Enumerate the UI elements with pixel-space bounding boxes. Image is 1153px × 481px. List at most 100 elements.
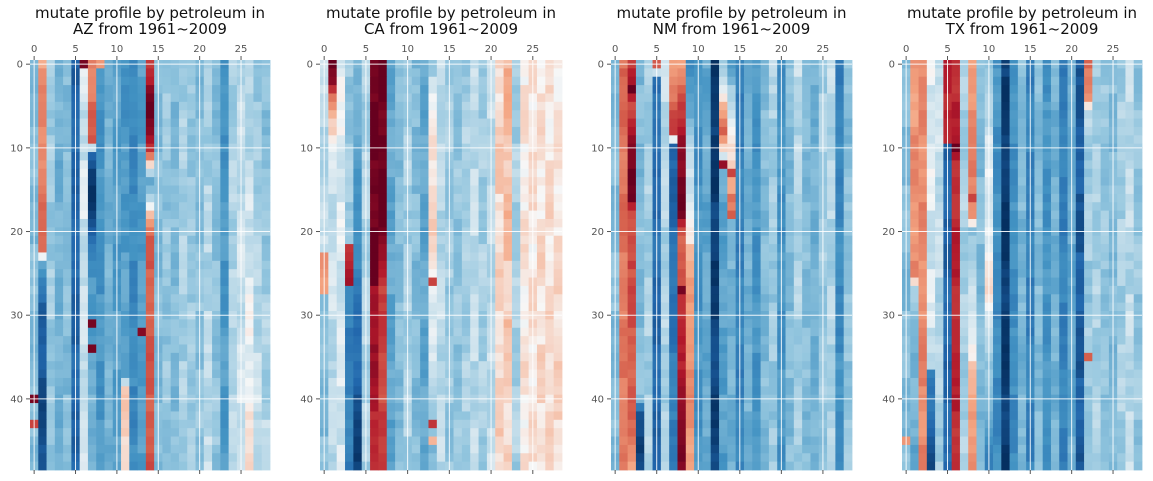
heatmap-cell (436, 428, 446, 437)
heatmap-cell (760, 352, 770, 362)
heatmap-cell (760, 193, 770, 203)
heatmap-cell (453, 419, 463, 429)
heatmap-cell (719, 185, 728, 195)
heatmap-cell (719, 277, 728, 287)
heatmap-cell (170, 260, 180, 270)
heatmap-cell (793, 386, 803, 396)
heatmap-cell (619, 428, 629, 437)
heatmap-cell (96, 93, 105, 103)
heatmap-cell (470, 135, 479, 145)
heatmap-cell (378, 68, 388, 78)
heatmap-cell (752, 235, 761, 245)
heatmap-cell (104, 453, 114, 463)
heatmap-cell (727, 76, 737, 86)
y-tick-label: 0 (598, 60, 604, 71)
heatmap-cell (212, 461, 221, 471)
heatmap-cell (644, 319, 653, 329)
heatmap-cell (495, 428, 504, 437)
heatmap-cell (760, 269, 770, 278)
heatmap-cell (129, 444, 138, 454)
heatmap-cell (145, 135, 155, 145)
heatmap-cell (478, 68, 488, 78)
heatmap-cell (810, 252, 820, 262)
heatmap-cell (677, 302, 687, 312)
heatmap-cell (212, 160, 221, 170)
heatmap-cell (212, 68, 221, 78)
heatmap-cell (63, 352, 72, 362)
heatmap-cell (1034, 76, 1044, 86)
heatmap-cell (228, 344, 238, 354)
heatmap-cell (46, 252, 56, 262)
heatmap-cell (503, 327, 513, 337)
heatmap-cell (660, 152, 670, 161)
heatmap-cell (87, 260, 97, 270)
heatmap-cell (395, 168, 404, 178)
heatmap-cell (170, 152, 180, 161)
heatmap-cell (345, 377, 354, 387)
heatmap-cell (38, 294, 47, 304)
heatmap-cell (436, 285, 446, 295)
heatmap-cell (386, 244, 396, 253)
heatmap-cell (453, 235, 463, 245)
heatmap-cell (436, 411, 446, 421)
heatmap-cell (677, 85, 687, 94)
heatmap-cell (420, 76, 429, 86)
heatmap-cell (727, 160, 737, 170)
heatmap-cell (827, 361, 836, 370)
heatmap-cell (79, 403, 89, 412)
heatmap-cell (63, 260, 72, 270)
heatmap-cell (428, 260, 438, 270)
heatmap-cell (1084, 168, 1093, 178)
heatmap-cell (411, 269, 421, 278)
heatmap-cell (743, 403, 753, 412)
heatmap-cell (752, 444, 761, 454)
heatmap-cell (727, 93, 737, 103)
heatmap-cell (411, 352, 421, 362)
heatmap-cell (843, 93, 853, 103)
heatmap-cell (104, 193, 114, 203)
heatmap-cell (203, 319, 213, 329)
heatmap-cell (46, 461, 56, 471)
heatmap-cell (104, 428, 114, 437)
heatmap-cell (1100, 126, 1110, 136)
heatmap-cell (470, 344, 479, 354)
heatmap-cell (345, 135, 354, 145)
heatmap-cell (96, 202, 105, 212)
heatmap-cell (353, 135, 363, 145)
heatmap-cell (461, 419, 471, 429)
heatmap-cell (968, 85, 977, 94)
heatmap-cell (370, 269, 379, 278)
heatmap-cell (436, 461, 446, 471)
heatmap-cell (835, 93, 845, 103)
heatmap-cell (843, 185, 853, 195)
heatmap-cell (827, 269, 836, 278)
heatmap-cell (1001, 152, 1010, 161)
heatmap-cell (87, 202, 97, 212)
heatmap-cell (470, 436, 479, 446)
heatmap-cell (87, 118, 97, 128)
heatmap-cell (436, 210, 446, 220)
heatmap-cell (719, 377, 728, 387)
heatmap-cell (1059, 152, 1068, 161)
heatmap-cell (635, 193, 645, 203)
heatmap-cell (345, 252, 354, 262)
heatmap-cell (353, 344, 363, 354)
heatmap-cell (87, 453, 97, 463)
heatmap-cell (1009, 177, 1019, 186)
heatmap-cell (677, 218, 687, 228)
heatmap-cell (38, 428, 47, 437)
heatmap-cell (228, 369, 238, 379)
heatmap-cell (503, 76, 513, 86)
heatmap-cell (827, 193, 836, 203)
heatmap-cell (669, 185, 678, 195)
heatmap-cell (702, 302, 712, 312)
heatmap-cell (79, 210, 89, 220)
heatmap-cell (411, 436, 421, 446)
heatmap-cell (1133, 126, 1143, 136)
heatmap-cell (212, 218, 221, 228)
heatmap-cell (827, 218, 836, 228)
heatmap-cell (420, 177, 429, 186)
heatmap-cell (38, 386, 47, 396)
heatmap-cell (245, 403, 254, 412)
heatmap-cell (827, 386, 836, 396)
